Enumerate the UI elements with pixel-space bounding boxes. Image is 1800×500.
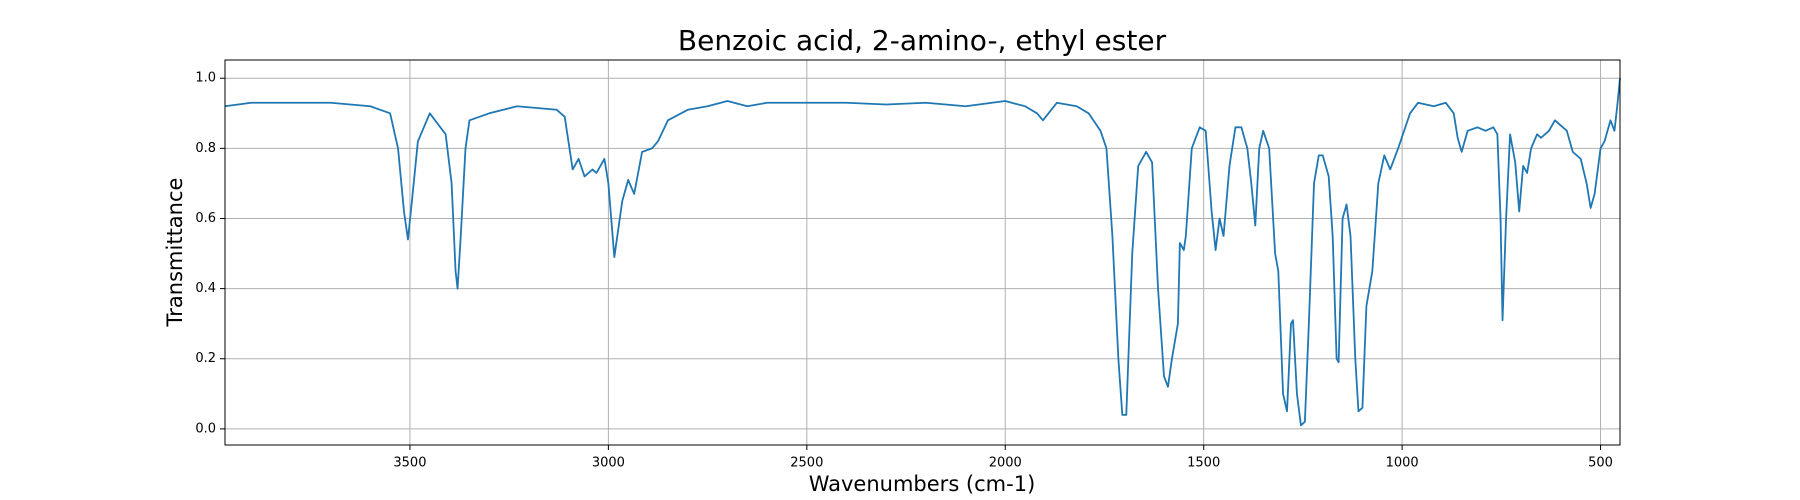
y-tick-label: 1.0 <box>195 71 216 86</box>
x-tick-label: 500 <box>1588 456 1613 471</box>
x-tick-label: 3000 <box>592 456 625 471</box>
x-tick-label: 2000 <box>989 456 1022 471</box>
y-axis-label: Transmittance <box>163 178 187 328</box>
x-tick-label: 1500 <box>1187 456 1220 471</box>
y-tick-label: 0.4 <box>195 281 216 296</box>
chart-title: Benzoic acid, 2-amino-, ethyl ester <box>678 24 1167 57</box>
spectrum-line <box>224 78 1621 427</box>
x-tick-label: 3500 <box>393 456 426 471</box>
y-tick-label: 0.6 <box>195 211 216 226</box>
y-tick-label: 0.8 <box>195 141 216 156</box>
y-tick-label: 0.0 <box>195 421 216 436</box>
x-axis-label: Wavenumbers (cm-1) <box>809 472 1036 496</box>
plot-frame <box>224 59 1621 446</box>
x-tick-label: 1000 <box>1386 456 1419 471</box>
x-tick-label: 2500 <box>790 456 823 471</box>
y-tick-label: 0.2 <box>195 351 216 366</box>
